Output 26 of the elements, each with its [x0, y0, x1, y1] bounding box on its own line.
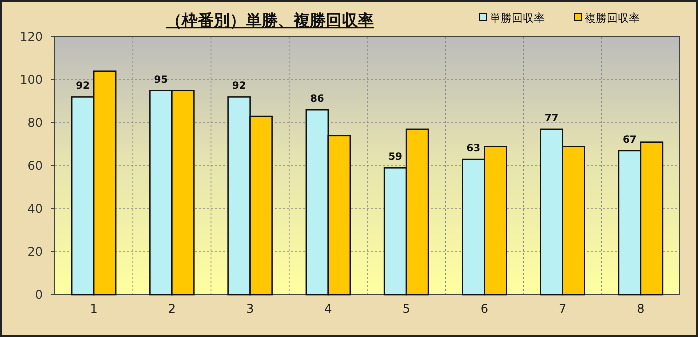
x-tick-label: 4: [324, 302, 332, 316]
legend-label: 複勝回収率: [585, 12, 640, 25]
data-label: 95: [154, 74, 168, 86]
y-tick-label: 80: [28, 116, 43, 130]
y-tick-label: 40: [28, 202, 43, 216]
x-tick-label: 1: [90, 302, 98, 316]
y-tick-label: 120: [20, 30, 43, 44]
y-tick-label: 100: [20, 73, 43, 87]
data-label: 77: [544, 113, 559, 124]
x-tick-label: 3: [246, 302, 254, 316]
data-label: 92: [232, 81, 246, 92]
x-tick-label: 5: [402, 302, 410, 316]
data-label: 86: [310, 94, 324, 106]
x-tick-label: 7: [558, 302, 567, 316]
data-label: 92: [76, 81, 90, 92]
data-label: 67: [622, 134, 637, 146]
legend-label: 単勝回収率: [490, 12, 545, 25]
y-tick-label: 60: [28, 159, 43, 173]
chart-title: （枠番別）単勝、複勝回収率: [166, 11, 374, 30]
y-tick-label: 0: [35, 288, 43, 302]
y-tick-label: 20: [28, 245, 43, 259]
x-tick-label: 8: [637, 302, 645, 316]
x-tick-label: 2: [168, 302, 176, 316]
x-tick-label: 6: [480, 302, 489, 316]
data-label: 59: [388, 152, 403, 164]
data-label: 63: [466, 144, 481, 155]
